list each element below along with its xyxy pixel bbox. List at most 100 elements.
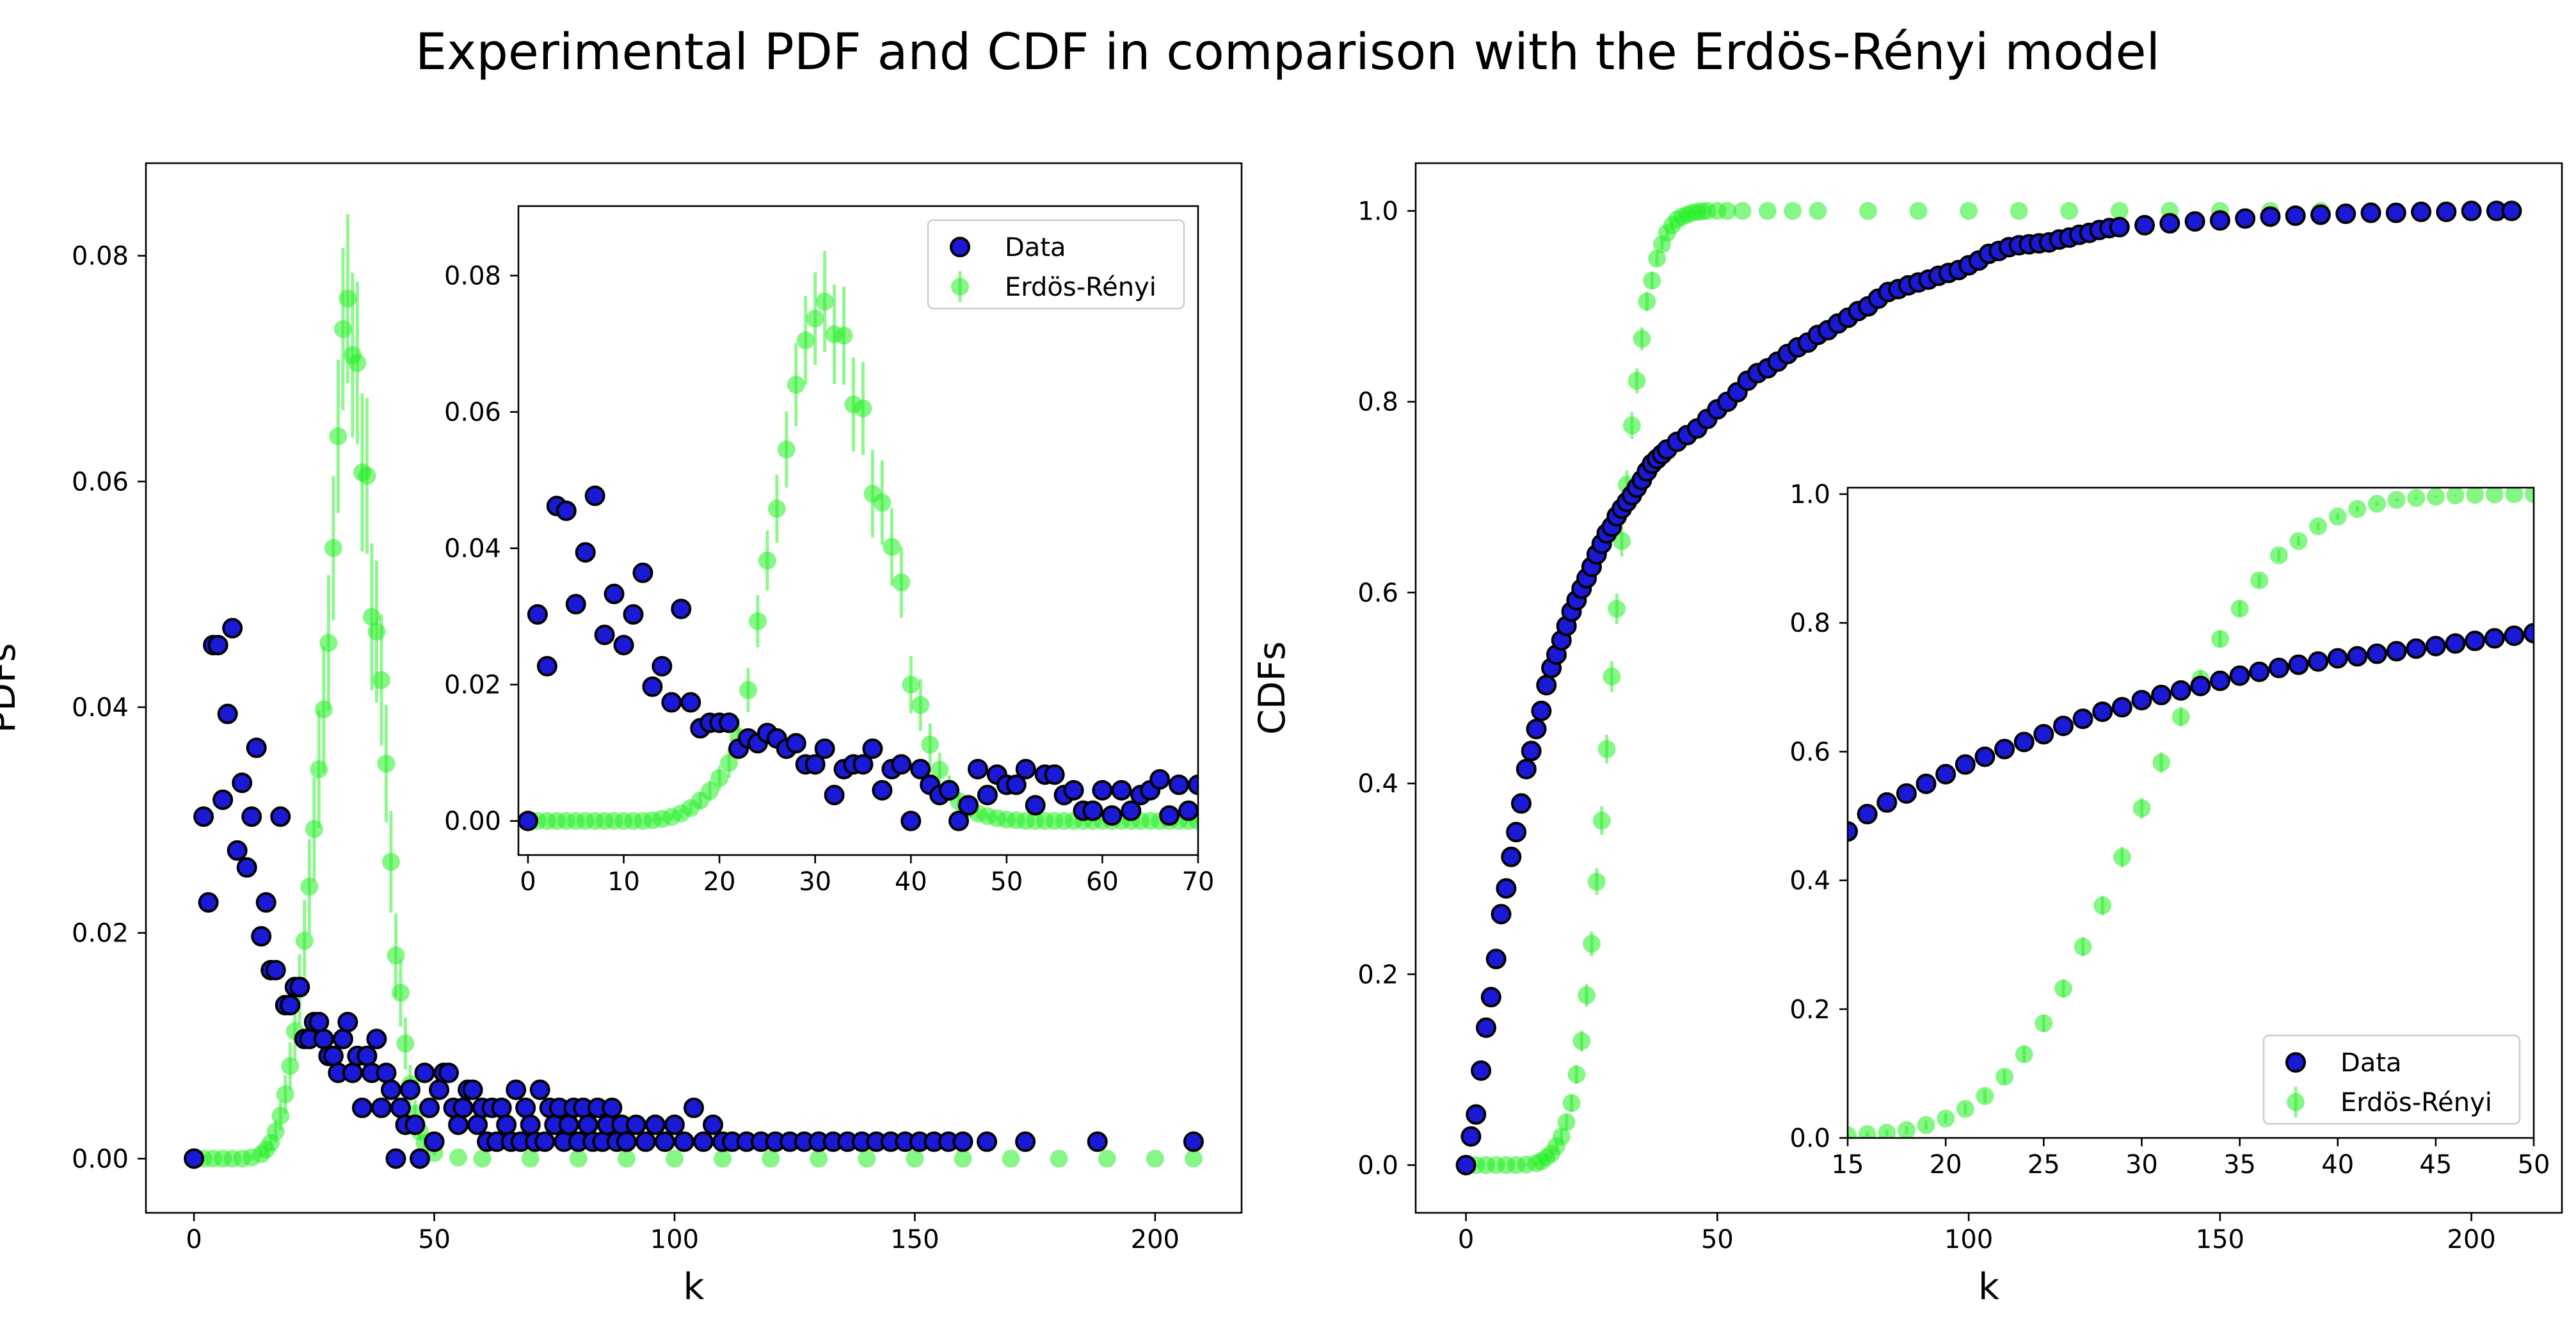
y-tick-label: 0.06	[444, 398, 501, 428]
er-point	[281, 1057, 300, 1075]
data-point	[1516, 758, 1537, 780]
legend-box	[927, 219, 1185, 310]
data-point	[390, 1098, 411, 1118]
er-point	[873, 493, 892, 512]
data-point	[2151, 684, 2172, 705]
data-point	[222, 618, 243, 639]
er-point	[2035, 1014, 2053, 1032]
data-point	[1536, 675, 1557, 696]
data-point	[1092, 780, 1113, 801]
data-point	[693, 1131, 714, 1152]
er-point	[2426, 488, 2445, 506]
data-point	[1015, 758, 1036, 780]
er-point	[372, 671, 390, 689]
er-point	[1587, 872, 1606, 891]
x-tick-label: 200	[1131, 1225, 1180, 1254]
er-point	[1809, 202, 1827, 220]
pdf_main-series-data	[184, 618, 1204, 1169]
data-point	[520, 1114, 541, 1135]
data-point	[2209, 210, 2230, 231]
er-point	[796, 331, 815, 349]
data-point	[467, 1114, 488, 1135]
data-point	[332, 1028, 353, 1050]
er-point	[2015, 1045, 2033, 1064]
er-point	[1784, 202, 1802, 220]
y-tick-label: 0.00	[444, 807, 501, 836]
er-point	[391, 984, 410, 1002]
data-point	[529, 1079, 550, 1100]
data-point	[515, 1098, 536, 1118]
er-point	[2485, 488, 2504, 504]
data-point	[2235, 208, 2256, 229]
data-point	[891, 754, 912, 775]
pdf_inset-background	[518, 206, 1198, 855]
data-point	[1169, 774, 1190, 796]
er-point	[1937, 1109, 1955, 1128]
data-point	[448, 1114, 469, 1135]
data-point	[804, 754, 826, 775]
er-point	[521, 1149, 540, 1168]
cdf_main-ylabel: CDFs	[1251, 641, 1293, 735]
data-point	[664, 1114, 685, 1135]
data-point	[385, 1148, 406, 1169]
data-point	[1531, 700, 1552, 721]
er-point	[762, 1149, 780, 1168]
er-point	[1592, 812, 1611, 830]
data-point	[1121, 800, 1142, 821]
data-point	[534, 1131, 556, 1152]
data-point	[2131, 689, 2152, 710]
pdf_inset-axes: 0 10 20 30 40 50 60 70 0.00 0.02 0.04 0.06 0.08 Data E…	[444, 205, 1214, 897]
er-point	[2230, 600, 2249, 618]
er-point	[1567, 1065, 1586, 1084]
legend-label: Erdös-Rényi	[1005, 273, 1156, 302]
data-point	[1974, 746, 1996, 767]
er-point	[348, 354, 367, 372]
cdf_main-xlabel: k	[1978, 1266, 1999, 1308]
x-tick-label: 0	[1458, 1225, 1474, 1254]
data-point	[2425, 636, 2446, 657]
er-point	[569, 1149, 588, 1168]
pdf_inset-frame	[517, 205, 1199, 856]
data-point	[207, 634, 228, 655]
data-point	[1101, 805, 1123, 826]
er-point	[1996, 1068, 2014, 1086]
data-point	[2366, 643, 2387, 664]
data-point	[2190, 675, 2211, 696]
data-point	[2249, 661, 2270, 682]
data-point	[558, 1114, 579, 1135]
er-point	[1098, 1149, 1116, 1168]
data-point	[2465, 630, 2486, 652]
er-point	[2446, 488, 2465, 505]
data-point	[824, 785, 845, 806]
er-point	[1718, 202, 1737, 220]
data-point	[2033, 724, 2054, 745]
data-point	[212, 789, 234, 810]
pdf_inset-series-data	[518, 485, 1198, 831]
er-point	[2505, 488, 2524, 504]
er-point	[710, 769, 729, 787]
y-tick-label: 0.6	[1789, 737, 1830, 767]
data-point	[506, 1079, 527, 1100]
pdf_inset-legend: Data Erdös-Rényi	[927, 219, 1185, 310]
er-point	[358, 467, 376, 485]
data-point	[1480, 987, 1501, 1008]
er-point	[748, 612, 767, 630]
er-point	[1878, 1123, 1896, 1138]
data-point	[2260, 206, 2281, 227]
pdf_main-plot-area	[184, 214, 1204, 1169]
er-point	[2387, 491, 2406, 509]
data-point	[193, 806, 214, 828]
y-tick-label: 0.8	[1789, 609, 1830, 638]
data-point	[814, 738, 835, 759]
data-point	[1485, 948, 1507, 970]
er-point	[954, 1149, 972, 1168]
data-point	[652, 655, 673, 676]
er-point	[2466, 488, 2484, 504]
data-point	[280, 995, 301, 1016]
data-point	[452, 1098, 474, 1118]
cdf_inset-series-data	[1848, 623, 2534, 842]
er-point	[295, 932, 314, 950]
data-point	[404, 1114, 426, 1135]
data-point	[2013, 732, 2035, 753]
er-point	[1633, 330, 1651, 348]
